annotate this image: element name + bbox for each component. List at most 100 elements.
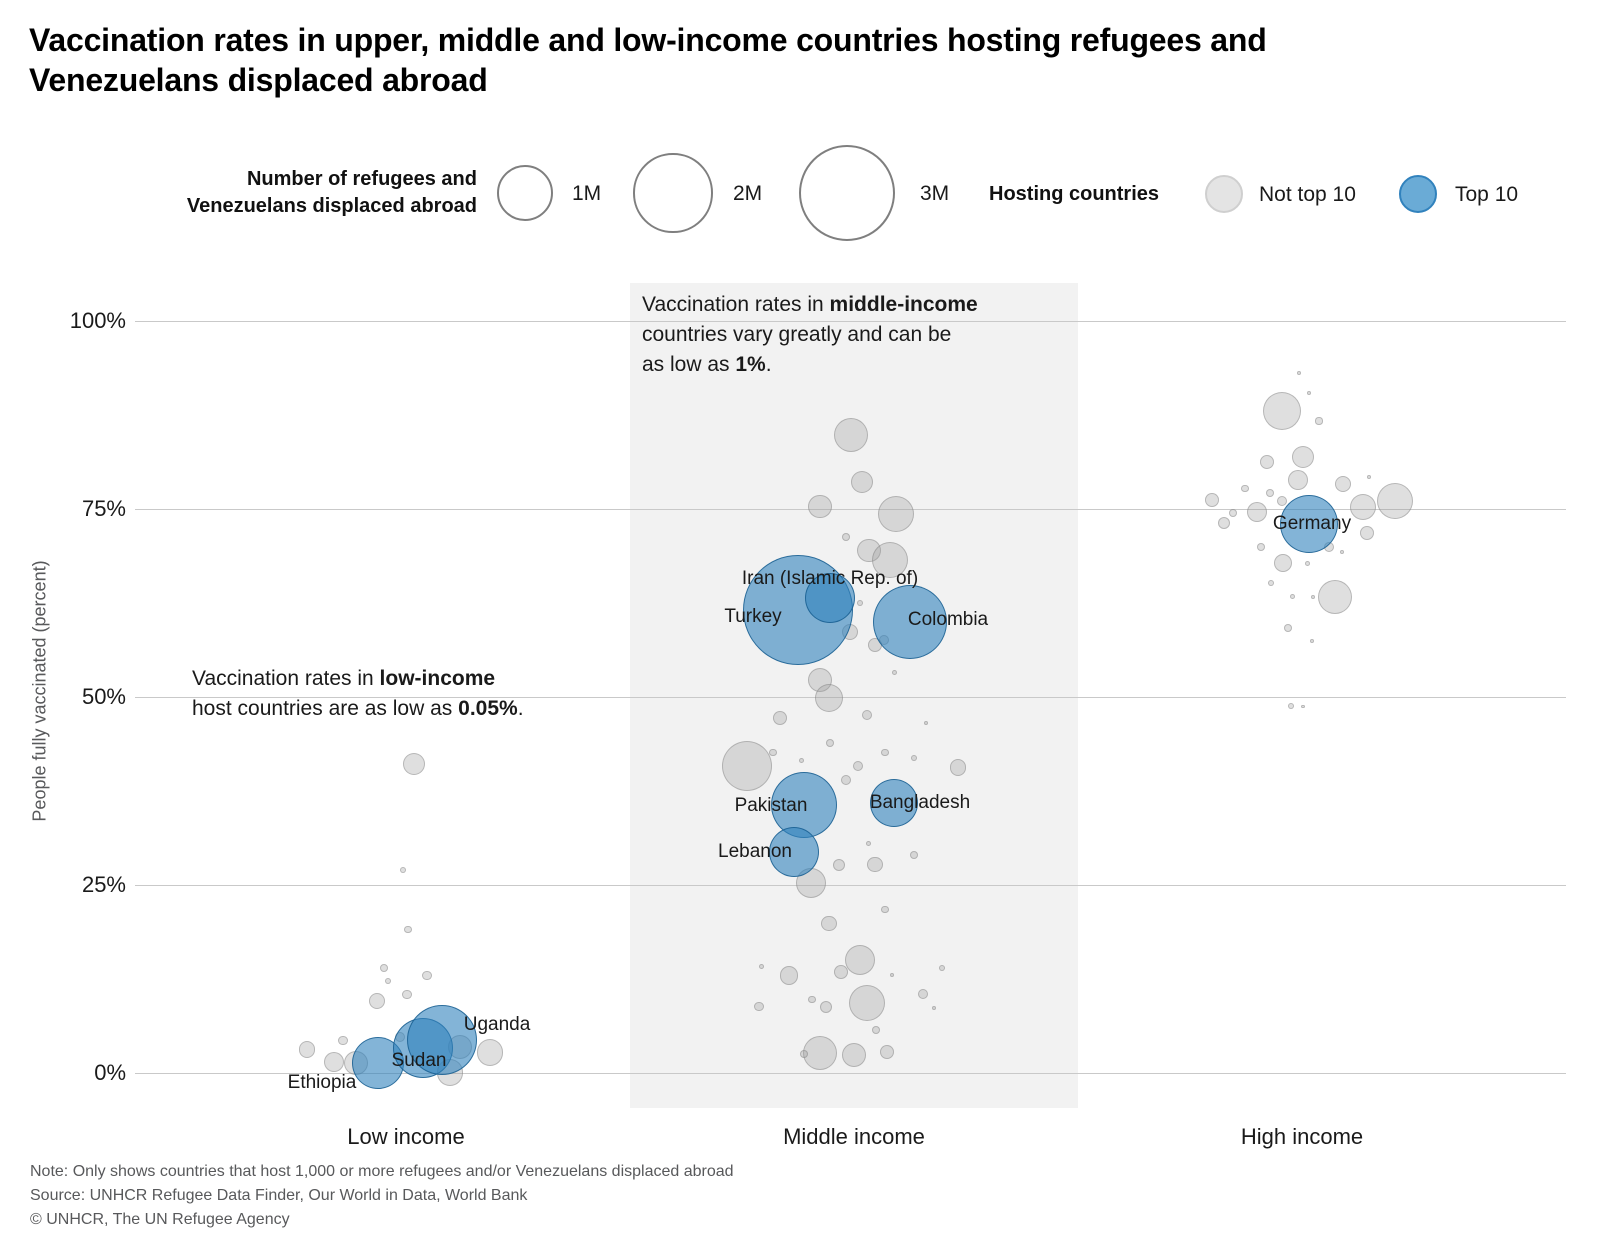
country-label-pakistan: Pakistan [734, 795, 808, 816]
bubble [1205, 493, 1219, 507]
low-income-note-line: host countries are as low as 0.05%. [192, 697, 524, 720]
bubble [1297, 370, 1301, 375]
bubble [1267, 579, 1275, 586]
y-tick-75: 75% [81, 496, 126, 521]
gridline-25 [135, 885, 1566, 886]
bubble [808, 495, 832, 519]
bubble [1360, 526, 1374, 541]
bubble [881, 905, 889, 913]
bubble [1292, 446, 1314, 469]
bubble [800, 1050, 808, 1059]
bubble [1287, 702, 1295, 710]
bubble [298, 1041, 316, 1059]
bubble [833, 418, 868, 453]
bubble [840, 774, 851, 785]
y-tick-100: 100% [69, 308, 126, 333]
bubble [1246, 501, 1267, 523]
bubble [1334, 476, 1351, 493]
bubble-lebanon [768, 826, 820, 877]
size-legend-title-line1: Number of refugees and [246, 168, 477, 190]
bubble [1307, 391, 1311, 396]
bubble [1367, 474, 1371, 479]
bubble-iran-islamic-rep-of [804, 572, 856, 623]
middle-income-band [630, 283, 1078, 1108]
bubble [1229, 508, 1237, 517]
size-legend-label-1M: 1M [572, 182, 602, 205]
country-label-iran-islamic-rep-of: Iran (Islamic Rep. of) [741, 568, 919, 589]
bubble [1317, 579, 1352, 614]
gridline-50 [135, 697, 1566, 698]
bubble [1241, 485, 1249, 493]
hosting-legend-label-other: Not top 10 [1259, 183, 1356, 206]
middle-income-note-line: countries vary greatly and can be [642, 323, 952, 346]
bubble [1260, 454, 1274, 469]
bubble [1311, 595, 1315, 599]
bubble [924, 721, 928, 726]
low-income-note-line: Vaccination rates in low-income [192, 667, 496, 690]
bubble [402, 990, 412, 1000]
bubble [802, 1035, 837, 1070]
bubble [779, 966, 799, 986]
bubble [1263, 392, 1301, 431]
bubble [1301, 705, 1305, 709]
bubble [880, 1044, 894, 1059]
bubble [938, 964, 946, 971]
bubble [422, 971, 432, 981]
hosting-legend-dot-other [1205, 175, 1243, 213]
middle-income-note: Vaccination rates in middle-income countr… [642, 290, 978, 380]
bubble [1284, 623, 1292, 632]
gridline-100 [135, 321, 1566, 322]
country-label-uganda: Uganda [463, 1014, 531, 1035]
x-category-high: High income [1240, 1124, 1364, 1149]
bubble [1257, 543, 1265, 552]
bubble [1340, 549, 1344, 554]
bubble [323, 1051, 344, 1072]
bubble [851, 470, 873, 493]
bubble [1290, 594, 1296, 600]
bubble [910, 754, 918, 761]
bubble-colombia [872, 584, 948, 659]
country-label-lebanon: Lebanon [718, 841, 792, 862]
bubble [476, 1039, 504, 1067]
bubble [1274, 554, 1292, 573]
bubble [872, 542, 908, 579]
bubble-germany [1280, 495, 1338, 553]
bubble [842, 532, 850, 541]
bubble [815, 683, 843, 712]
bubble [852, 761, 863, 772]
chart-title: Vaccination rates in upper, middle and l… [29, 22, 1267, 98]
bubble [384, 978, 392, 985]
country-label-turkey: Turkey [724, 606, 782, 627]
bubble [754, 1002, 764, 1012]
bubble [856, 599, 864, 607]
size-legend-label-3M: 3M [920, 182, 950, 205]
bubble [808, 995, 816, 1003]
size-legend-circle-2M [633, 153, 713, 233]
hosting-legend-dot-top10 [1399, 175, 1437, 213]
bubble [1266, 489, 1274, 498]
gridline-75 [135, 509, 1566, 510]
bubble [867, 857, 883, 873]
bubble [878, 496, 914, 533]
x-category-mid: Middle income [783, 1124, 925, 1149]
size-legend-circle-1M [497, 165, 553, 221]
bubble [769, 749, 777, 757]
bubble [1287, 469, 1308, 490]
bubble [1305, 560, 1311, 566]
source-line: Source: UNHCR Refugee Data Finder, Our W… [30, 1187, 528, 1204]
bubble [1349, 493, 1376, 520]
bubble [819, 1000, 832, 1013]
bubble [872, 1026, 880, 1035]
y-tick-25: 25% [81, 872, 126, 897]
bubble [403, 752, 425, 775]
bubble [1217, 517, 1230, 530]
y-tick-50: 50% [81, 684, 126, 709]
bubble [821, 915, 837, 931]
country-label-colombia: Colombia [907, 609, 989, 630]
bubble-uganda [407, 1004, 477, 1075]
low-income-note: Vaccination rates in low-income host coun… [192, 664, 524, 724]
bubble [910, 850, 918, 859]
hosting-legend-label-top10: Top 10 [1455, 183, 1519, 206]
note-line: Note: Only shows countries that host 1,0… [30, 1163, 734, 1180]
